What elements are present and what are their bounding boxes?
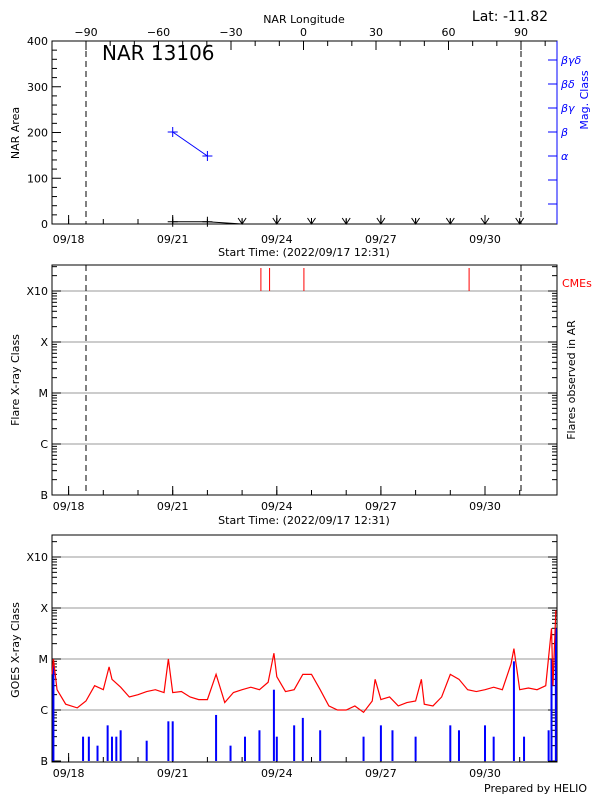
y-tick-label: X [40, 336, 48, 349]
longitude-tick-label: 0 [300, 26, 307, 39]
short-channel-bar [484, 725, 487, 761]
x-tick-label: 09/18 [53, 500, 85, 513]
right-axis-label: Flares observed in AR [565, 320, 578, 440]
short-channel-bar [229, 745, 232, 761]
y-tick-label: C [40, 438, 48, 451]
short-channel-bar [414, 736, 417, 761]
short-channel-bar [87, 736, 90, 761]
short-channel-bar [550, 659, 553, 761]
x-tick-label: 09/21 [157, 767, 189, 780]
short-channel-bar [145, 740, 148, 761]
longitude-tick-label: −90 [74, 26, 97, 39]
short-channel-bar [119, 730, 122, 761]
y-tick-label: 400 [27, 35, 48, 48]
x-tick-label: 09/21 [157, 233, 189, 246]
short-channel-bar [301, 717, 304, 761]
plot-frame [51, 264, 558, 496]
mag-class-point [202, 151, 213, 161]
short-channel-bar [96, 745, 99, 761]
y-tick-label: X [40, 602, 48, 615]
y-tick-label: B [40, 755, 48, 768]
y-axis-label: Flare X-ray Class [9, 334, 22, 426]
short-channel-bar [171, 721, 174, 761]
y-tick-label: M [39, 387, 49, 400]
y-axis-label: GOES X-ray Class [9, 602, 22, 698]
y-tick-label: 100 [27, 172, 48, 185]
short-channel-bar [52, 663, 55, 761]
short-channel-bar [457, 730, 460, 761]
mag-class-label: α [561, 150, 569, 163]
x-tick-label: 09/30 [469, 233, 501, 246]
longitude-tick-label: 90 [514, 26, 528, 39]
short-channel-bar [362, 736, 365, 761]
short-channel-bar [379, 725, 382, 761]
x-tick-label: 09/30 [469, 500, 501, 513]
mag-class-label: βγδ [560, 54, 582, 67]
y-tick-label: 0 [41, 218, 48, 231]
mag-class-axis-label: Mag. Class [578, 70, 591, 129]
y-tick-label: M [39, 653, 49, 666]
x-tick-label: 09/18 [53, 233, 85, 246]
x-tick-label: 09/24 [261, 233, 293, 246]
longitude-tick-label: 60 [442, 26, 456, 39]
latitude-label: Lat: -11.82 [472, 9, 548, 25]
longitude-tick-label: −30 [219, 26, 242, 39]
short-channel-bar [106, 725, 109, 761]
x-tick-label: 09/24 [261, 767, 293, 780]
plot-frame [51, 534, 558, 763]
y-axis-label: NAR Area [9, 107, 22, 159]
y-tick-label: 300 [27, 81, 48, 94]
y-tick-label: 200 [27, 127, 48, 140]
x-tick-label: 09/27 [365, 233, 397, 246]
x-tick-label: 09/18 [53, 767, 85, 780]
y-tick-label: B [40, 489, 48, 502]
short-channel-bar [293, 725, 296, 761]
longitude-tick-label: 30 [369, 26, 383, 39]
plot-frame [51, 40, 558, 225]
top-axis-label: NAR Longitude [263, 13, 345, 26]
mag-class-label: β [560, 126, 568, 139]
footer-credit: Prepared by HELIO [484, 782, 587, 795]
x-axis-label: Start Time: (2022/09/17 12:31) [218, 514, 390, 527]
x-tick-label: 09/24 [261, 500, 293, 513]
x-tick-label: 09/21 [157, 500, 189, 513]
short-channel-bar [554, 628, 557, 761]
longitude-tick-label: −60 [147, 26, 170, 39]
short-channel-bar [523, 736, 526, 761]
mag-class-point [167, 127, 178, 137]
short-channel-bar [167, 721, 170, 761]
short-channel-bar [115, 736, 118, 761]
y-tick-label: X10 [26, 285, 48, 298]
cme-label: CMEs [562, 277, 592, 290]
nar-area-panel: NAR 13106 Lat: -11.82 NAR Longitude NAR … [9, 9, 591, 259]
short-channel-bar [449, 725, 452, 761]
short-channel-bar [319, 730, 322, 761]
mag-class-label: βγ [560, 102, 575, 115]
long-channel-line [51, 610, 557, 714]
short-channel-bar [110, 736, 113, 761]
short-channel-bar [258, 730, 261, 761]
x-tick-label: 09/27 [365, 500, 397, 513]
goes-panel: GOES X-ray Class Prepared by HELIO B C M X X… [9, 534, 587, 795]
short-channel-bar [492, 736, 495, 761]
short-channel-bar [215, 714, 218, 761]
short-channel-bar [512, 661, 515, 761]
y-tick-label: C [40, 704, 48, 717]
short-channel-bar [547, 730, 550, 761]
y-tick-label: X10 [26, 551, 48, 564]
short-channel-bar [272, 689, 275, 761]
x-tick-label: 09/27 [365, 767, 397, 780]
x-axis-label: Start Time: (2022/09/17 12:31) [218, 246, 390, 259]
flare-panel: Flare X-ray Class Flares observed in AR … [9, 264, 592, 527]
x-tick-label: 09/30 [469, 767, 501, 780]
short-channel-bar [82, 736, 85, 761]
short-channel-bar [275, 736, 278, 761]
mag-class-label: βδ [560, 78, 575, 91]
short-channel-bar [243, 736, 246, 761]
mag-class-line [172, 131, 208, 157]
short-channel-bar [391, 730, 394, 761]
